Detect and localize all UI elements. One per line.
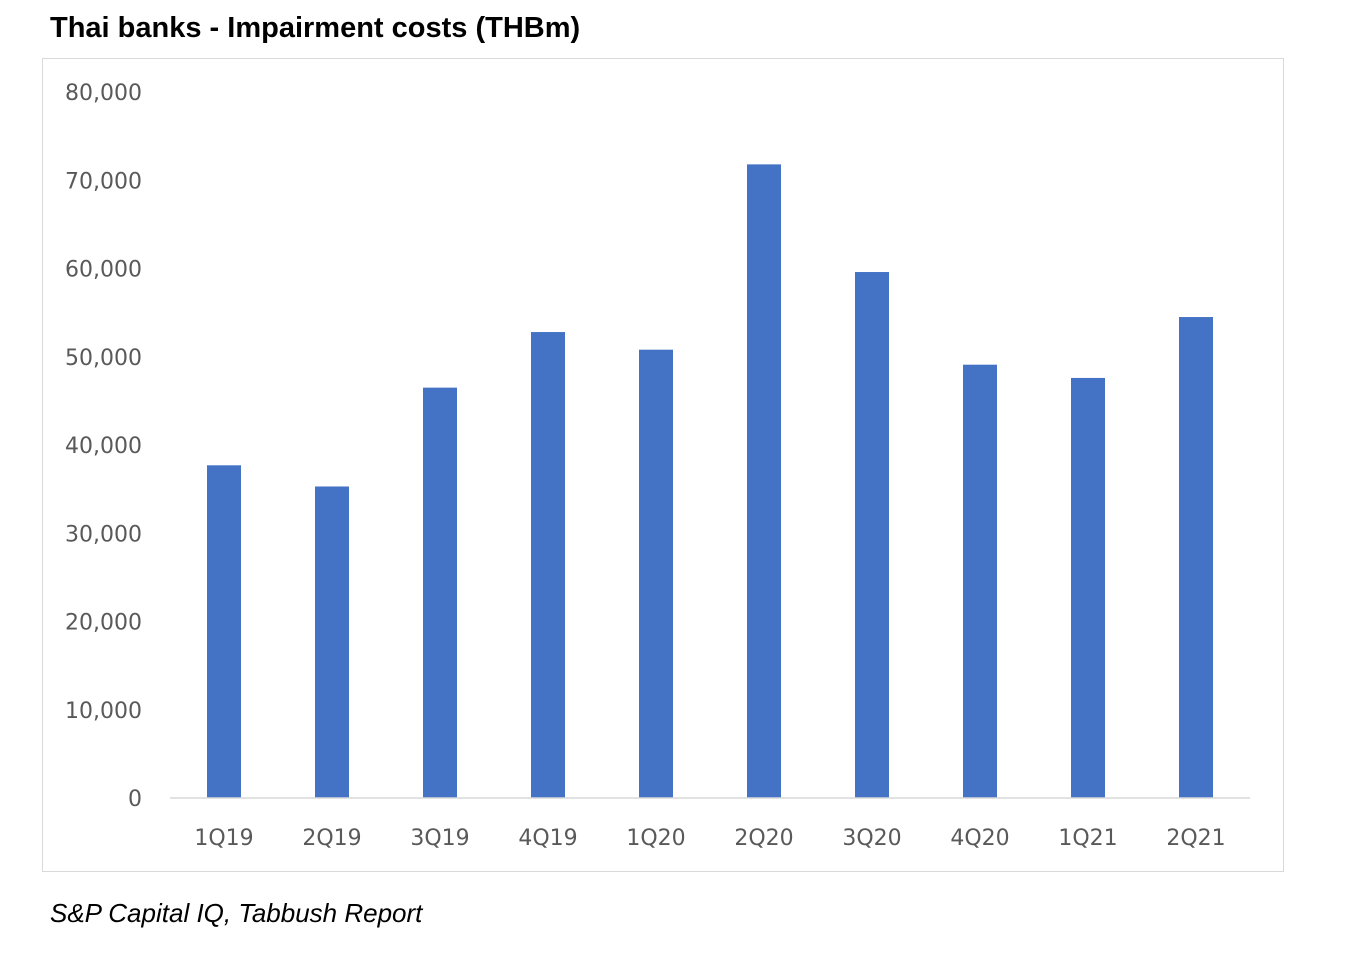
y-tick-label: 20,000 [65,611,142,636]
x-tick-label: 2Q20 [734,826,793,851]
x-tick-label: 1Q21 [1058,826,1117,851]
x-tick-label: 4Q20 [950,826,1009,851]
bar-4q20 [963,364,997,798]
bar-3q20 [855,272,889,798]
x-tick-label: 1Q19 [194,826,253,851]
chart-title: Thai banks - Impairment costs (THBm) [50,12,581,44]
y-tick-label: 70,000 [65,169,142,194]
bar-1q21 [1071,377,1105,798]
x-tick-label: 2Q19 [302,826,361,851]
bar-2q19 [315,486,349,798]
y-tick-label: 50,000 [65,346,142,371]
y-tick-label: 40,000 [65,434,142,459]
y-tick-label: 60,000 [65,258,142,283]
x-tick-label: 2Q21 [1166,826,1225,851]
y-tick-label: 80,000 [65,81,142,106]
x-tick-label: 4Q19 [518,826,577,851]
chart-frame [42,58,1284,872]
bar-2q20 [747,164,781,799]
y-tick-label: 30,000 [65,522,142,547]
bar-3q19 [423,387,457,798]
bar-1q20 [639,349,673,798]
y-tick-label: 0 [128,787,142,812]
x-tick-label: 3Q19 [410,826,469,851]
y-tick-label: 10,000 [65,699,142,724]
x-tick-label: 1Q20 [626,826,685,851]
x-tick-label: 3Q20 [842,826,901,851]
bar-2q21 [1179,317,1213,798]
bar-4q19 [531,332,565,798]
bar-1q19 [207,465,241,798]
source-note: S&P Capital IQ, Tabbush Report [50,898,423,928]
